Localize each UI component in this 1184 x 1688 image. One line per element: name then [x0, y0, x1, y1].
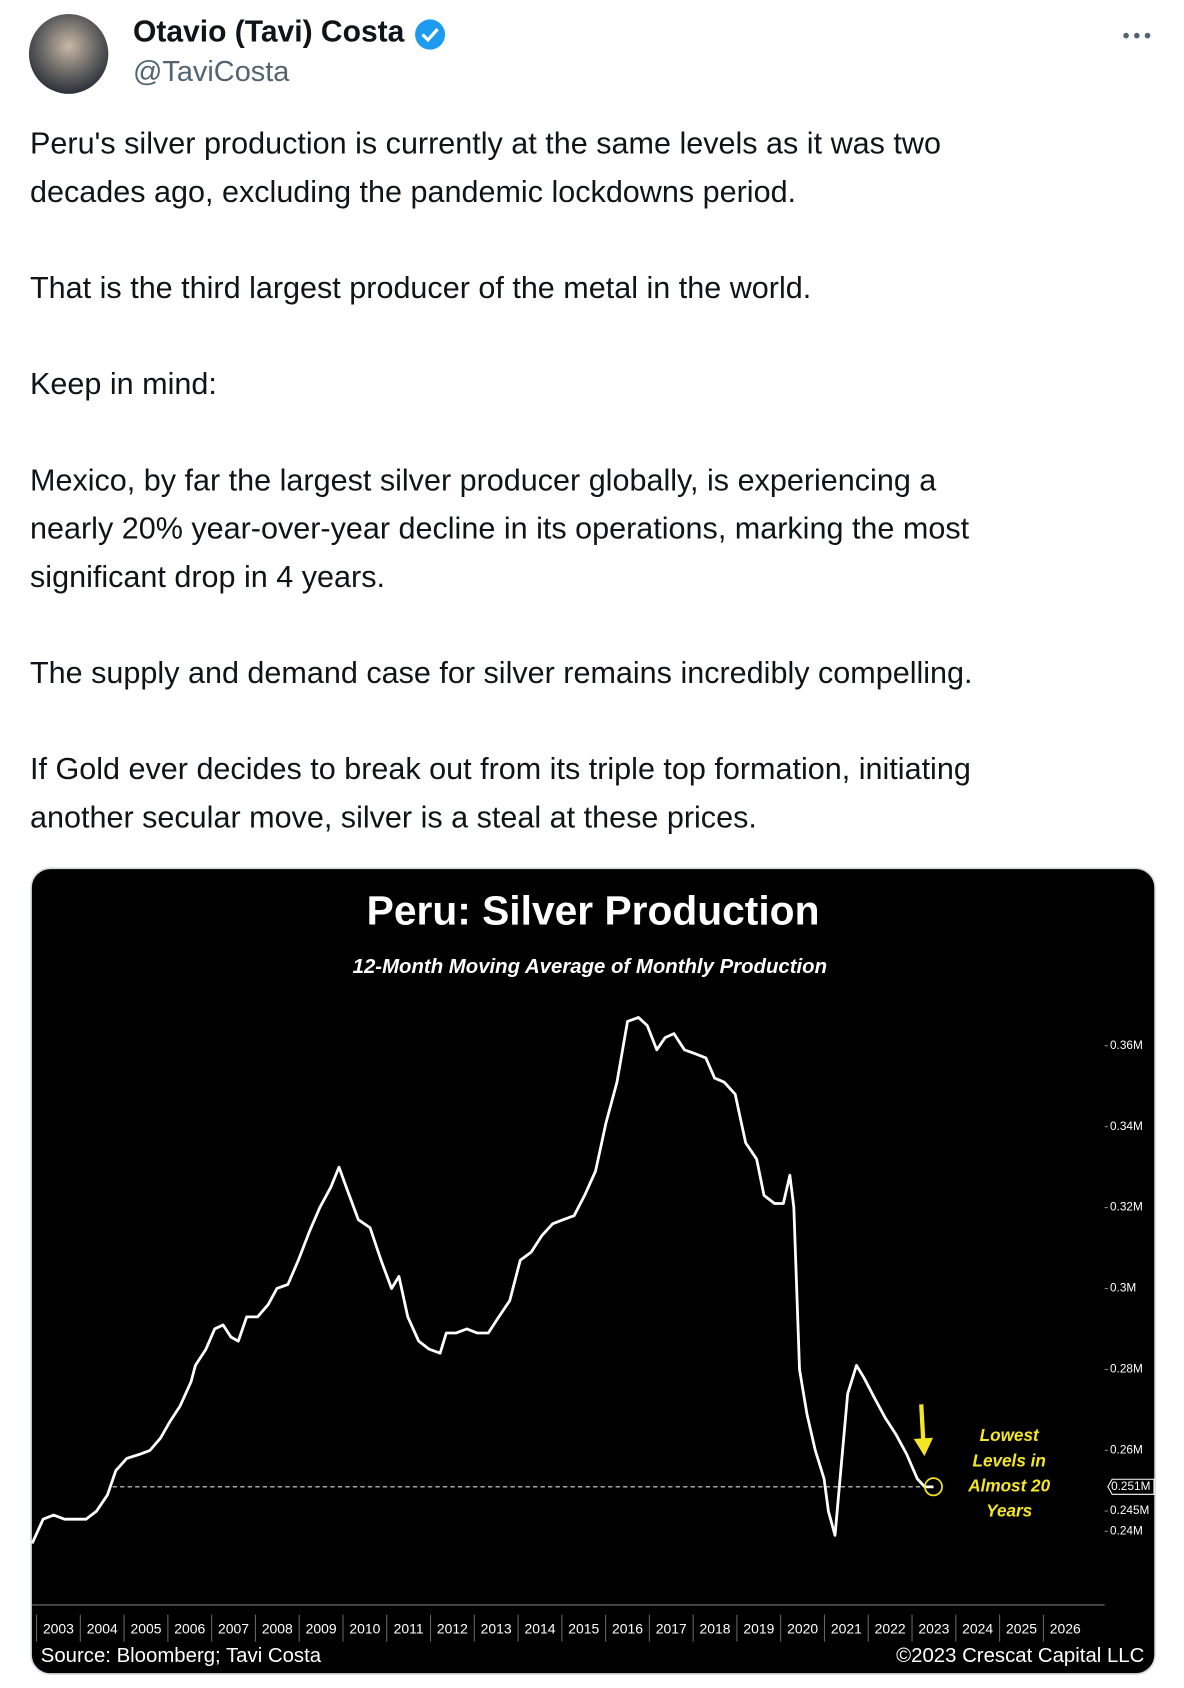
annotation-line: Levels in [973, 1450, 1046, 1470]
tweet-text: Peru's silver production is currently at… [30, 127, 973, 835]
x-tick-label: 2014 [524, 1620, 555, 1636]
tweet-line: Mexico, by far the largest silver produc… [30, 463, 937, 497]
x-tick-label: 2011 [394, 1620, 424, 1636]
x-tick-label: 2019 [743, 1620, 774, 1636]
x-tick-label: 2016 [612, 1620, 643, 1636]
chart-copyright: ©2023 Crescat Capital LLC [896, 1645, 1144, 1667]
tweet-line: nearly 20% year-over-year decline in its… [30, 512, 970, 546]
x-tick-label: 2006 [174, 1620, 205, 1636]
x-tick-label: 2005 [130, 1620, 161, 1636]
x-tick-label: 2007 [218, 1620, 249, 1636]
x-tick-label: 2022 [875, 1620, 906, 1636]
x-tick-label: 2024 [962, 1620, 993, 1636]
tweet-line: significant drop in 4 years. [30, 560, 385, 594]
production-line [30, 1016, 934, 1545]
tweet-line: That is the third largest producer of th… [30, 271, 811, 305]
x-tick-label: 2020 [787, 1620, 818, 1636]
x-tick-label: 2010 [349, 1620, 380, 1636]
x-tick-label: 2026 [1050, 1620, 1081, 1636]
latest-marker [924, 1477, 943, 1497]
annotation-arrow [913, 1404, 934, 1457]
y-tick-label: 0.28M [1110, 1362, 1143, 1376]
y-tick-label: 0.3M [1110, 1281, 1136, 1295]
more-button[interactable] [1123, 32, 1151, 39]
author-handle[interactable]: @TaviCosta [133, 56, 290, 88]
chart-title: Peru: Silver Production [367, 887, 820, 933]
chart: Peru: Silver Production 12-Month Moving … [30, 887, 1155, 1667]
y-tick-label: 0.26M [1110, 1442, 1143, 1456]
x-tick-label: 2025 [1006, 1620, 1037, 1636]
chart-subtitle: 12-Month Moving Average of Monthly Produ… [353, 956, 827, 978]
x-tick-label: 2018 [700, 1620, 731, 1636]
x-tick-label: 2004 [87, 1620, 118, 1636]
annotation-line: Lowest [980, 1425, 1040, 1445]
author-name[interactable]: Otavio (Tavi) Costa [133, 15, 405, 48]
chart-source: Source: Bloomberg; Tavi Costa [41, 1645, 322, 1667]
annotation-line: Almost 20 [967, 1475, 1050, 1495]
tweet-line: another secular move, silver is a steal … [30, 800, 757, 834]
avatar[interactable] [28, 14, 109, 94]
y-tick-label: 0.245M [1110, 1503, 1149, 1517]
x-tick-label: 2017 [656, 1620, 687, 1636]
x-tick-label: 2023 [918, 1620, 949, 1636]
y-tick-label: 0.34M [1110, 1119, 1143, 1133]
tweet-line: Keep in mind: [30, 367, 217, 401]
x-tick-label: 2021 [831, 1620, 862, 1636]
reference-label-box [1107, 1478, 1155, 1495]
y-tick-label: 0.24M [1110, 1523, 1143, 1537]
tweet-line: If Gold ever decides to break out from i… [30, 752, 971, 786]
y-tick-label: 0.32M [1110, 1200, 1143, 1214]
reference-label: 0.251M [1111, 1479, 1150, 1493]
tweet-line: decades ago, excluding the pandemic lock… [30, 175, 796, 209]
x-tick-label: 2008 [262, 1620, 293, 1636]
x-tick-label: 2009 [306, 1620, 337, 1636]
x-tick-label: 2012 [437, 1620, 468, 1636]
y-tick-label: 0.36M [1110, 1038, 1143, 1052]
x-tick-label: 2013 [481, 1620, 512, 1636]
verified-badge [415, 19, 446, 50]
tweet-line: Peru's silver production is currently at… [30, 127, 941, 161]
annotation-line: Years [986, 1501, 1032, 1521]
tweet-line: The supply and demand case for silver re… [30, 656, 973, 690]
x-tick-label: 2015 [568, 1620, 599, 1636]
x-tick-label: 2003 [43, 1620, 74, 1636]
chart-image[interactable] [30, 867, 1156, 1675]
